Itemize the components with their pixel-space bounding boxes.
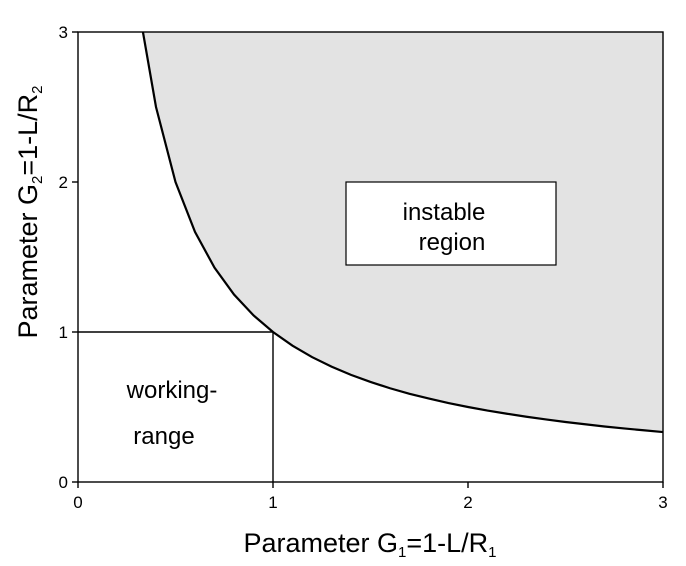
x-tick-label: 1 (268, 493, 277, 512)
stability-boundary-curve (141, 31, 664, 434)
working-range-lines (78, 331, 274, 482)
instable-label-line1: instable (403, 199, 486, 226)
working-label-line2: range (133, 423, 194, 450)
x-axis-title: Parameter G1=1-L/R1 (243, 528, 496, 561)
y-tick-label: 0 (59, 473, 68, 492)
instable-region-box (345, 181, 557, 266)
instable-label-line2: region (419, 229, 486, 256)
y-axis-title: Parameter G2=1-L/R2 (13, 85, 46, 338)
y-tick-label: 1 (59, 323, 68, 342)
working-label-line1: working- (126, 377, 218, 404)
x-axis-ticks: 0 1 2 3 (73, 482, 668, 512)
x-tick-label: 2 (463, 493, 472, 512)
plot-frame (77, 31, 664, 483)
y-tick-label: 3 (59, 23, 68, 42)
x-tick-label: 0 (73, 493, 82, 512)
instable-region-label: instable region (345, 181, 557, 266)
working-range-label: working- range (126, 377, 218, 450)
y-axis-ticks: 0 1 2 3 (59, 23, 78, 492)
x-tick-label: 3 (658, 493, 667, 512)
y-tick-label: 2 (59, 173, 68, 192)
